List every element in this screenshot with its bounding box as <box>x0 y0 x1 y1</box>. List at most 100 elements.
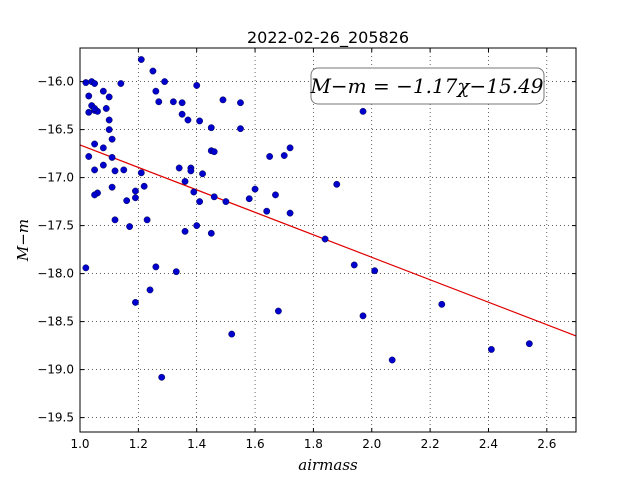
data-point <box>91 105 98 112</box>
data-point <box>219 96 227 104</box>
data-point <box>155 98 163 106</box>
y-tick-label: −18.5 <box>37 315 74 329</box>
data-point <box>91 80 98 87</box>
data-point <box>143 216 151 224</box>
x-tick-label: 1.2 <box>129 437 148 451</box>
data-point <box>210 193 218 201</box>
data-point <box>91 166 98 174</box>
data-point <box>438 300 446 308</box>
data-point <box>99 161 107 169</box>
data-point <box>120 166 128 174</box>
data-point <box>228 330 236 338</box>
y-axis-label: M−m <box>14 219 32 262</box>
data-point <box>137 56 145 63</box>
data-point <box>333 180 341 188</box>
data-point <box>85 153 93 160</box>
data-point <box>222 198 230 206</box>
plot-area <box>79 47 577 433</box>
data-point <box>175 164 183 172</box>
data-point <box>91 191 98 199</box>
data-point <box>82 264 90 272</box>
data-point <box>187 167 195 175</box>
data-point <box>82 79 90 86</box>
x-axis-label: airmass <box>298 456 358 474</box>
data-point <box>149 67 157 75</box>
data-point <box>184 116 192 124</box>
y-tick-label: −17.5 <box>37 219 74 233</box>
y-tick-label: −19.0 <box>37 363 74 377</box>
data-point <box>172 268 180 276</box>
data-point <box>126 223 134 230</box>
data-point <box>237 125 244 133</box>
x-tick-label: 1.0 <box>70 437 89 451</box>
fit-equation-label: M−m = −1.17χ−15.49 <box>309 74 543 98</box>
y-tick-label: −16.5 <box>37 123 74 137</box>
data-point <box>132 187 139 195</box>
data-point <box>272 191 279 199</box>
data-point <box>146 286 154 294</box>
x-tick-label: 1.8 <box>304 437 323 451</box>
y-tick-label: −18.0 <box>37 267 74 281</box>
data-point <box>132 298 139 306</box>
data-point <box>85 92 93 100</box>
data-point <box>210 148 218 156</box>
data-point <box>525 340 533 348</box>
data-point <box>350 261 358 269</box>
data-point <box>193 82 201 89</box>
data-point <box>123 197 131 205</box>
data-point <box>140 182 148 190</box>
data-point <box>91 140 98 148</box>
data-point <box>178 110 186 118</box>
y-tick-label: −17.0 <box>37 171 74 185</box>
data-point <box>99 144 107 152</box>
data-point <box>199 170 206 178</box>
y-tick-label: −19.5 <box>37 411 74 425</box>
data-point <box>108 135 116 143</box>
data-point <box>158 373 166 381</box>
x-tick-label: 2.4 <box>479 437 498 451</box>
fit-equation-box: M−m = −1.17χ−15.49 <box>309 67 545 105</box>
data-point <box>178 99 186 107</box>
data-points <box>82 56 533 381</box>
data-point <box>111 216 119 224</box>
data-point <box>207 124 215 132</box>
data-point <box>237 99 244 107</box>
data-point <box>85 108 93 116</box>
data-point <box>274 307 282 315</box>
x-tick-label: 2.0 <box>362 437 381 451</box>
data-point <box>286 144 294 152</box>
data-point <box>196 198 204 206</box>
data-point <box>487 346 495 353</box>
data-point <box>196 117 204 125</box>
data-point <box>193 222 201 230</box>
data-point <box>263 207 271 215</box>
data-point <box>152 87 160 95</box>
data-point <box>111 167 119 175</box>
data-point <box>161 78 169 86</box>
x-tick-label: 2.6 <box>537 437 556 451</box>
data-point <box>181 227 189 235</box>
data-point <box>359 107 367 115</box>
data-point <box>286 209 294 217</box>
data-point <box>137 169 145 177</box>
data-point <box>280 152 288 159</box>
data-point <box>371 267 379 275</box>
data-point <box>117 80 125 87</box>
data-point <box>152 263 160 271</box>
data-point <box>99 87 107 95</box>
chart-title: 2022-02-26_205826 <box>247 28 409 48</box>
data-point <box>105 126 113 134</box>
data-point <box>359 312 367 320</box>
data-point <box>245 195 253 203</box>
data-point <box>132 194 139 202</box>
data-point <box>251 185 259 193</box>
data-point <box>105 116 113 124</box>
x-tick-label: 1.6 <box>246 437 265 451</box>
axis-ticks: 1.0 1.2 1.4 1.6 1.8 2.0 2.2 2.4 2.6 −16.0 −16.5 −17… <box>37 48 576 451</box>
data-point <box>190 188 198 196</box>
data-point <box>102 105 110 112</box>
x-tick-label: 1.4 <box>187 437 206 451</box>
data-point <box>169 98 177 106</box>
data-point <box>207 229 215 237</box>
